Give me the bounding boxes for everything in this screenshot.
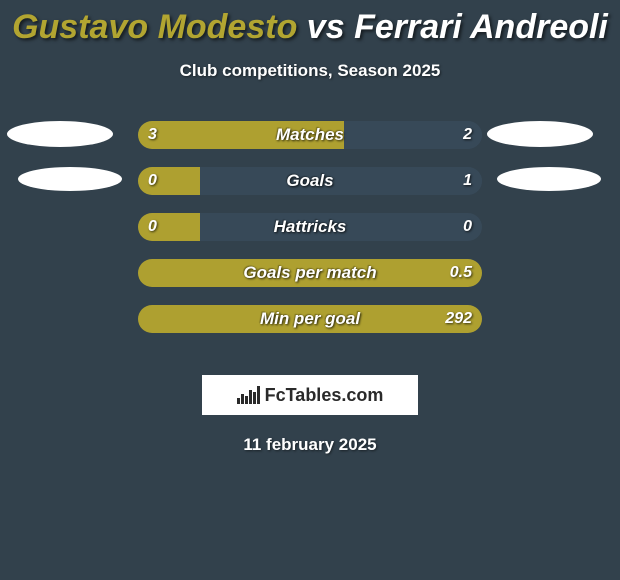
bar-track: Goals0 1 (138, 167, 482, 195)
date-text: 11 february 2025 (0, 435, 620, 455)
stat-row: Goals0 1 (0, 167, 620, 195)
stat-label: Goals (138, 167, 482, 195)
left-value: 3 (148, 121, 157, 149)
stat-label: Hattricks (138, 213, 482, 241)
stat-row: Hattricks0 0 (0, 213, 620, 241)
bar-track: Hattricks0 0 (138, 213, 482, 241)
bar-track: Matches3 2 (138, 121, 482, 149)
vs-text: vs (307, 8, 345, 46)
logo-text: FcTables.com (265, 385, 384, 406)
stat-label: Goals per match (138, 259, 482, 287)
bar-chart-icon (237, 386, 261, 404)
left-value: 0 (148, 213, 157, 241)
stat-row: Min per goal292 (0, 305, 620, 333)
stat-row: Goals per match0.5 (0, 259, 620, 287)
stat-label: Min per goal (138, 305, 482, 333)
right-value: 1 (463, 167, 472, 195)
right-value: 2 (463, 121, 472, 149)
stat-row: Matches3 2 (0, 121, 620, 149)
right-value: 0.5 (450, 259, 472, 287)
right-value: 0 (463, 213, 472, 241)
comparison-chart: Matches32Goals01Hattricks00Goals per mat… (0, 121, 620, 361)
player1-name: Gustavo Modesto (12, 8, 297, 46)
bar-track: Min per goal292 (138, 305, 482, 333)
subtitle: Club competitions, Season 2025 (0, 61, 620, 81)
stat-label: Matches (138, 121, 482, 149)
bar-track: Goals per match0.5 (138, 259, 482, 287)
fctables-logo: FcTables.com (202, 375, 418, 415)
left-value: 0 (148, 167, 157, 195)
player2-name: Ferrari Andreoli (354, 8, 608, 46)
right-value: 292 (445, 305, 472, 333)
page-title: Gustavo Modesto vs Ferrari Andreoli (0, 0, 620, 47)
